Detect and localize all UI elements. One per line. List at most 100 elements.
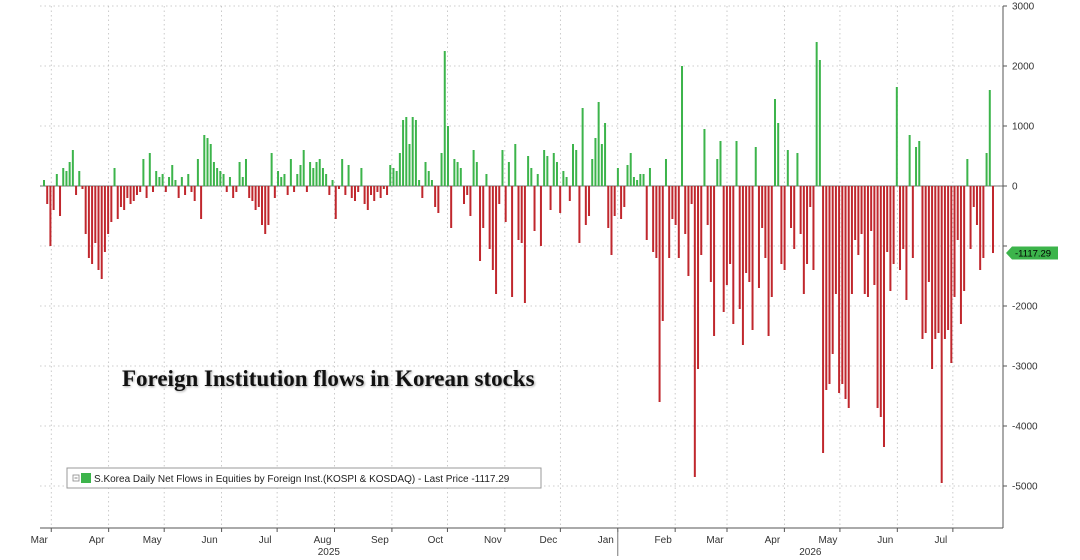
bar [773,99,776,186]
bar [244,159,247,186]
bar [700,186,703,255]
bar [873,186,876,285]
bar [145,186,148,198]
bar [988,90,991,186]
y-tick-label: 1000 [1012,122,1035,133]
bar [135,186,138,195]
bar [812,186,815,270]
bar [793,186,796,249]
bar [116,186,119,219]
bar [860,186,863,234]
bar [642,174,645,186]
bar [283,174,286,186]
bar [411,117,414,186]
bar [107,186,110,234]
bar [463,186,465,204]
bar [911,186,914,258]
bar [469,186,472,216]
bar [879,186,882,417]
bar [729,186,732,264]
bar [482,186,485,228]
bar [511,186,514,297]
bar [921,186,924,339]
bar [764,186,767,258]
bar [459,168,462,186]
bar [857,186,860,255]
bar [616,168,619,186]
bar [312,168,315,186]
bar [854,186,857,240]
bar [610,186,613,255]
bar [382,186,385,189]
bar [49,186,52,246]
bar [430,180,433,186]
bar [687,186,690,276]
bar [706,186,709,225]
bar [552,153,555,186]
bar [152,186,155,192]
bar [190,186,193,192]
x-month-label: Oct [428,535,444,546]
bar [555,162,558,186]
bar [392,168,395,186]
bar [850,186,853,294]
bar [709,186,712,282]
bar [171,165,174,186]
x-month-label: Jul [934,535,947,546]
bar [501,150,504,186]
bar [658,186,661,402]
bar [139,186,142,192]
bar [671,186,674,219]
bar [495,186,498,294]
x-month-label: Jul [259,535,272,546]
bar [408,144,411,186]
bar [664,159,667,186]
bar [546,156,549,186]
bar [738,186,741,309]
bar [257,186,260,207]
legend-box [66,467,542,489]
bar [434,186,437,207]
bar [722,186,725,312]
bar [100,186,103,279]
bar [870,186,873,231]
bar [177,186,180,198]
bar [446,126,449,186]
bar [456,162,459,186]
bar [379,186,382,198]
bar [402,120,405,186]
x-month-label: Sep [371,535,389,546]
bar [87,186,90,258]
y-tick-label: -5000 [1012,482,1038,493]
bar [796,153,799,186]
bar [902,186,905,249]
bar [376,186,379,192]
bar [847,186,850,408]
bar [799,186,802,234]
bar [543,150,546,186]
bar [97,186,100,270]
bar [825,186,828,390]
bar [331,180,334,186]
x-year-label: 2025 [318,547,341,558]
bar [113,168,116,186]
bar [661,186,664,321]
bar [46,186,49,204]
bar [293,186,296,192]
bar [386,186,389,195]
legend-label: S.Korea Daily Net Flows in Equities by F… [94,474,510,485]
bar [716,159,719,186]
bar [341,159,344,186]
bar [337,186,340,189]
bar [834,186,837,294]
bar [520,186,523,243]
bar [588,186,591,216]
bar [681,66,684,186]
bar [421,186,424,198]
bar [353,186,356,201]
bar [485,174,488,186]
bar [572,144,574,186]
bar [947,186,950,330]
bar [514,144,517,186]
bar [488,186,491,249]
